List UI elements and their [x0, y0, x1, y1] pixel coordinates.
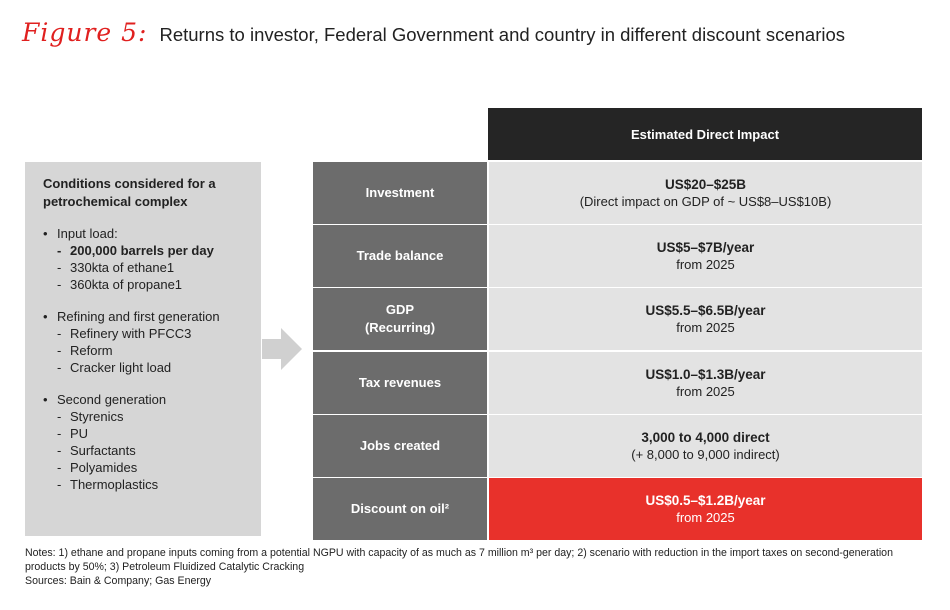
conditions-heading: Conditions considered for a petrochemica…	[43, 176, 216, 209]
condition-item: -330kta of ethane1	[43, 259, 249, 276]
row-value-main: US$5–$7B/year	[656, 240, 755, 255]
row-label-line: Tax revenues	[358, 375, 442, 390]
figure-title-text: Returns to investor, Federal Government …	[159, 24, 846, 45]
condition-group: • Input load: -200,000 barrels per day -330…	[43, 225, 249, 293]
row-label-line: Investment	[365, 185, 435, 200]
condition-item-text: Reform	[70, 343, 113, 358]
dash-icon: -	[57, 326, 62, 341]
sources-text: Sources: Bain & Company; Gas Energy	[25, 575, 212, 587]
dash-icon: -	[57, 426, 62, 441]
dash-icon: -	[57, 443, 62, 458]
row-value-main: US$1.0–$1.3B/year	[645, 367, 766, 382]
row-value-sub: (+ 8,000 to 9,000 indirect)	[631, 447, 780, 462]
bullet-icon: •	[43, 309, 48, 324]
condition-item-text: PU	[70, 426, 89, 441]
condition-item: - Cracker light load	[43, 359, 249, 376]
condition-item-text: 360kta of propane1	[70, 277, 183, 292]
condition-item: - Refinery with PFCC3	[43, 325, 249, 342]
bullet-icon: •	[43, 226, 48, 241]
condition-item-text: Surfactants	[70, 443, 136, 458]
bullet-icon: •	[43, 392, 48, 407]
row-value-main: US$0.5–$1.2B/year	[645, 493, 766, 508]
row-value-sub: from 2025	[676, 320, 735, 335]
condition-group-title: Refining and first generation	[57, 309, 220, 324]
figure-title: Figure 5: Returns to investor, Federal G…	[22, 18, 845, 52]
condition-bullet: • Input load:	[43, 225, 249, 242]
condition-item-text: Refinery with PFCC3	[70, 326, 192, 341]
condition-bullet: • Refining and first generation	[43, 308, 249, 325]
dash-icon: -	[57, 360, 62, 375]
row-value-main: US$20–$25B	[664, 177, 747, 192]
row-label: GDP (Recurring)	[313, 288, 487, 350]
condition-item: - Thermoplastics	[43, 476, 249, 493]
row-label: Trade balance	[313, 225, 487, 287]
condition-item-text: Thermoplastics	[70, 477, 159, 492]
row-label-line: Discount on oil²	[350, 501, 450, 516]
row-value: 3,000 to 4,000 direct (+ 8,000 to 9,000 i…	[489, 415, 922, 477]
row-label-line: (Recurring)	[364, 320, 436, 335]
row-value-main: US$5.5–$6.5B/year	[645, 303, 766, 318]
dash-icon: -	[57, 409, 62, 424]
condition-group: • Refining and first generation - Refinery …	[43, 308, 249, 376]
conditions-panel: Conditions considered for a petrochemica…	[25, 162, 261, 536]
figure-label: Figure 5:	[22, 18, 148, 47]
row-value-sub: (Direct impact on GDP of ~ US$8–US$10B)	[579, 194, 832, 209]
condition-group-title: Input load:	[57, 226, 118, 241]
row-value-sub: from 2025	[676, 384, 735, 399]
row-label: Jobs created	[313, 415, 487, 477]
condition-item-text: Cracker light load	[70, 360, 172, 375]
row-label: Tax revenues	[313, 352, 487, 414]
dash-icon: -	[57, 343, 62, 358]
conditions-list: • Input load: -200,000 barrels per day -330…	[43, 225, 249, 493]
condition-item: -200,000 barrels per day	[43, 242, 249, 259]
row-value-sub: from 2025	[676, 257, 735, 272]
condition-item: - Surfactants	[43, 442, 249, 459]
dash-icon: -	[57, 260, 62, 275]
condition-item-text: Styrenics	[70, 409, 124, 424]
condition-group: • Second generation - Styrenics - PU - Surfacta…	[43, 391, 249, 493]
row-value: US$20–$25B (Direct impact on GDP of ~ US$…	[489, 162, 922, 224]
table-header: Estimated Direct Impact	[488, 108, 922, 160]
row-label: Discount on oil²	[313, 478, 487, 540]
row-value-main: 3,000 to 4,000 direct	[641, 430, 770, 445]
row-value-highlighted: US$0.5–$1.2B/year from 2025	[489, 478, 922, 540]
condition-bullet: • Second generation	[43, 391, 249, 408]
condition-group-title: Second generation	[57, 392, 167, 407]
condition-item-text: Polyamides	[70, 460, 138, 475]
condition-item-text: 200,000 barrels per day	[70, 243, 214, 258]
condition-item: -360kta of propane1	[43, 276, 249, 293]
row-value: US$5.5–$6.5B/year from 2025	[489, 288, 922, 350]
notes-text: Notes: 1) ethane and propane inputs comi…	[25, 547, 893, 573]
row-value: US$1.0–$1.3B/year from 2025	[489, 352, 922, 414]
row-value-sub: from 2025	[676, 510, 735, 525]
condition-item: - PU	[43, 425, 249, 442]
dash-icon: -	[57, 277, 62, 292]
dash-icon: -	[57, 243, 62, 258]
condition-item: - Reform	[43, 342, 249, 359]
row-value: US$5–$7B/year from 2025	[489, 225, 922, 287]
dash-icon: -	[57, 477, 62, 492]
arrow-right-icon	[262, 328, 302, 370]
row-label-line: Jobs created	[359, 438, 441, 453]
row-label-line: Trade balance	[356, 248, 444, 263]
dash-icon: -	[57, 460, 62, 475]
row-label-line: GDP	[385, 302, 415, 317]
condition-item-text: 330kta of ethane1	[70, 260, 175, 275]
notes: Notes: 1) ethane and propane inputs comi…	[25, 546, 925, 588]
condition-item: - Styrenics	[43, 408, 249, 425]
condition-item: - Polyamides	[43, 459, 249, 476]
row-label: Investment	[313, 162, 487, 224]
